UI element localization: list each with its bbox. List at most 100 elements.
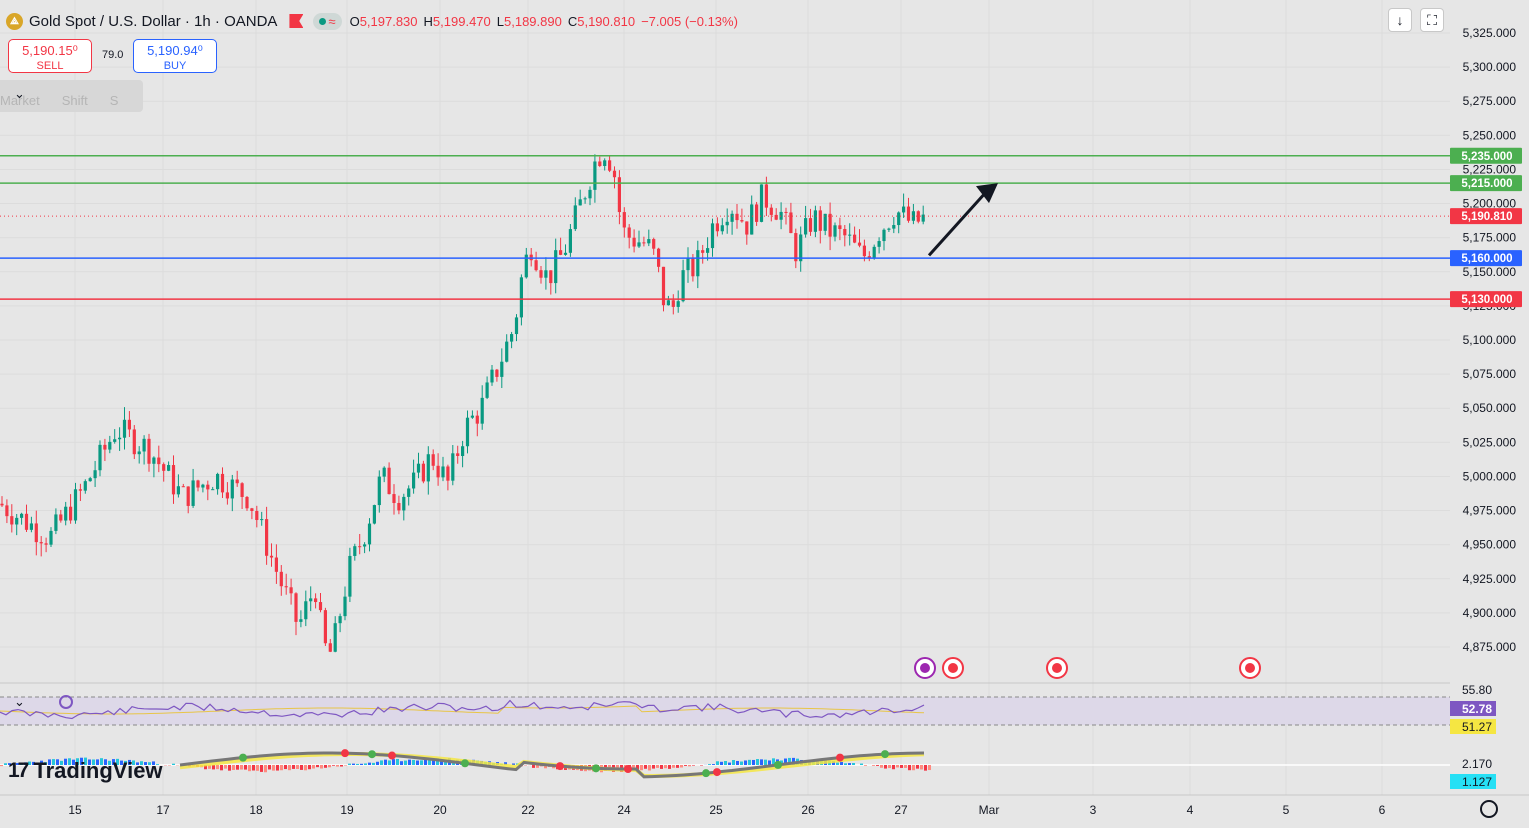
macd-bar [4, 763, 7, 765]
macd-bar [908, 765, 911, 771]
candle-body [818, 210, 822, 231]
macd-bar [404, 760, 407, 765]
x-tick-label: 22 [521, 803, 535, 817]
download-button[interactable]: ↓ [1388, 8, 1412, 32]
candle-body [402, 496, 406, 511]
y-tick-label: 5,100.000 [1463, 333, 1517, 347]
us-flag-event-icon [1239, 657, 1261, 679]
macd-bar [772, 758, 775, 765]
candle-body [118, 437, 122, 440]
us-flag-event-icon-core [1245, 663, 1255, 673]
candle-body [715, 223, 719, 232]
y-tick-label: 5,025.000 [1463, 435, 1517, 449]
macd-bar [424, 758, 427, 765]
macd-bar [916, 765, 919, 769]
ohlc-close: C5,190.810 [568, 14, 635, 29]
macd-bar [536, 765, 539, 768]
rsi-lower-label: 51.27 [1462, 720, 1492, 734]
overlay-item-shift[interactable]: Shift [61, 93, 88, 108]
status-indicator[interactable]: ≈ [313, 12, 342, 30]
candle-body [897, 212, 901, 226]
overlay-item-market[interactable]: Market [0, 93, 40, 108]
macd-bar [408, 759, 411, 765]
macd-cross-dot [881, 750, 889, 759]
macd-bar [760, 759, 763, 765]
candle-body [0, 503, 4, 506]
macd-bar [300, 765, 303, 770]
candle-body [892, 225, 896, 229]
candle-body [29, 523, 33, 530]
candle-body [475, 415, 479, 424]
macd-bar [900, 765, 903, 768]
flag-icon[interactable] [289, 14, 304, 28]
sell-button[interactable]: 5,190.15⁰ SELL [8, 39, 92, 73]
macd-bar [532, 765, 535, 768]
macd-bar [740, 761, 743, 765]
candle-body [338, 616, 342, 624]
candle-body [701, 250, 705, 253]
macd-cross-dot [239, 753, 247, 762]
candle-body [191, 480, 195, 506]
macd-bar [80, 757, 83, 765]
candle-body [98, 444, 102, 471]
symbol-title[interactable]: Gold Spot / U.S. Dollar · 1h · OANDA [29, 12, 278, 30]
indicator-collapse-chevron-icon[interactable]: ⌄ [14, 694, 25, 709]
macd-bar [644, 765, 647, 769]
macd-value-label: 2.170 [1462, 757, 1492, 771]
candle-body [333, 623, 337, 652]
candle-body [490, 369, 494, 383]
macd-bar [848, 763, 851, 765]
candle-body [588, 189, 592, 199]
macd-bar [764, 759, 767, 765]
macd-cross-dot [702, 769, 710, 778]
macd-bar [136, 762, 139, 765]
candle-body [171, 465, 176, 495]
high-value: 5,199.470 [432, 13, 491, 29]
order-panel-overlay[interactable]: Market Shift S [0, 80, 143, 112]
candle-body [348, 555, 352, 597]
macd-bar [32, 761, 35, 765]
candle-body [505, 341, 509, 362]
macd-bar [72, 759, 75, 765]
macd-bar [304, 765, 307, 771]
candle-body [833, 225, 837, 237]
candle-body [73, 489, 78, 521]
y-tick-label: 4,950.000 [1463, 538, 1517, 552]
macd-bar [140, 761, 143, 765]
fullscreen-button[interactable]: ⛶ [1420, 8, 1444, 32]
candle-body [539, 270, 543, 278]
macd-bar [308, 765, 311, 770]
y-tick-label: 4,900.000 [1463, 606, 1517, 620]
macd-bar [220, 765, 223, 771]
macd-bar [544, 765, 547, 769]
candle-body [843, 229, 847, 236]
rsi-band [0, 697, 1450, 725]
candle-body [887, 228, 891, 230]
buy-button[interactable]: 5,190.94⁰ BUY [133, 39, 217, 73]
candle-body [255, 510, 259, 521]
macd-bar [204, 765, 207, 770]
candle-body [363, 544, 367, 547]
rsi-marker-icon [59, 695, 73, 709]
overlay-item-s[interactable]: S [109, 93, 119, 108]
macd-bar [116, 758, 119, 765]
candle-body [804, 218, 808, 235]
macd-bar [864, 765, 867, 766]
macd-bar [152, 761, 155, 765]
candle-body [485, 382, 489, 398]
candle-body [245, 496, 249, 509]
macd-bar [224, 765, 227, 769]
macd-cross-dot [836, 753, 844, 762]
candle-body [867, 256, 871, 258]
settings-gear-icon[interactable] [1480, 800, 1498, 818]
candle-body [838, 225, 842, 230]
candle-body [740, 220, 744, 222]
macd-bar [744, 760, 747, 765]
candle-body [265, 519, 269, 556]
macd-bar [208, 765, 211, 769]
macd-cross-dot [368, 750, 376, 759]
tradingview-logo[interactable]: 17 TradingView [8, 758, 163, 784]
collapse-chevron-icon[interactable]: ⌄ [14, 86, 25, 101]
candle-body [137, 451, 141, 455]
